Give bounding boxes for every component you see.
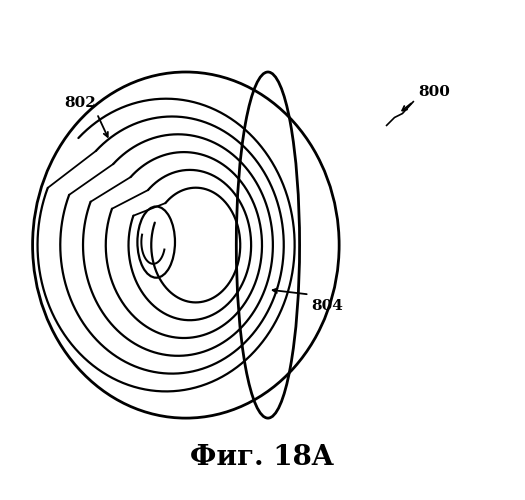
Text: 804: 804 bbox=[311, 300, 343, 314]
Text: Фиг. 18A: Фиг. 18A bbox=[190, 444, 334, 471]
Text: 800: 800 bbox=[418, 84, 450, 98]
Text: 802: 802 bbox=[64, 96, 96, 110]
